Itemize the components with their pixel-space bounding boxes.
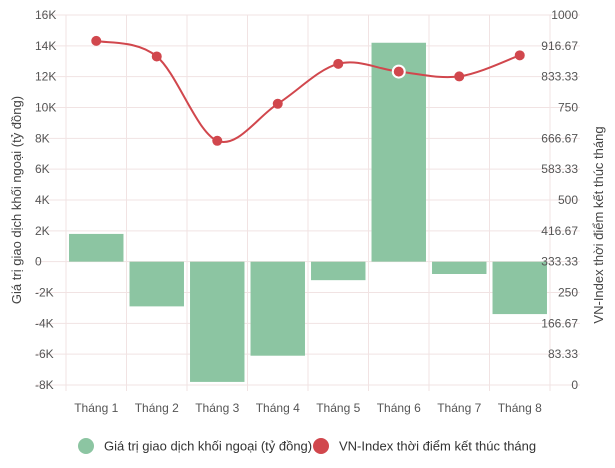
line-series: [91, 35, 525, 146]
y-tick-label: -2K: [35, 286, 54, 300]
y-tick-label: 4K: [35, 193, 50, 207]
y2-tick-label: 916.67: [541, 39, 578, 53]
line-path: [96, 39, 521, 144]
y2-tick-label: 583.33: [541, 162, 578, 176]
legend: Giá trị giao dịch khối ngoại (tỷ đồng) V…: [78, 438, 536, 454]
line-point: [151, 51, 162, 62]
x-tick-label: Tháng 1: [74, 401, 118, 415]
y2-tick-label: 500: [558, 193, 578, 207]
bar: [69, 233, 124, 262]
bar-series: [69, 42, 547, 382]
y-tick-label: -6K: [35, 347, 54, 361]
line-point: [514, 50, 525, 61]
x-tick-label: Tháng 5: [316, 401, 360, 415]
bar: [492, 261, 547, 315]
line-point: [272, 98, 283, 109]
x-tick-label: Tháng 3: [195, 401, 239, 415]
x-tick-label: Tháng 4: [256, 401, 300, 415]
y-tick-label: -4K: [35, 316, 54, 330]
y2-tick-label: 1000: [551, 8, 578, 22]
bar: [311, 261, 366, 281]
y2-tick-label: 83.33: [548, 347, 578, 361]
bar: [432, 261, 487, 274]
line-point-highlighted: [391, 64, 406, 79]
legend-swatch-bars: [78, 438, 94, 454]
legend-swatch-line: [313, 438, 329, 454]
y2-tick-label: 0: [571, 378, 578, 392]
bar: [190, 261, 245, 382]
x-axis: Tháng 1 Tháng 2 Tháng 3 Tháng 4 Tháng 5 Tháng…: [74, 401, 542, 415]
grid: [36, 14, 580, 391]
y2-tick-label: 833.33: [541, 70, 578, 84]
y-tick-label: 10K: [35, 101, 56, 115]
legend-item-line[interactable]: VN-Index thời điểm kết thúc tháng: [313, 438, 536, 454]
y-tick-label: 2K: [35, 224, 50, 238]
y-axis-left: 16K 14K 12K 10K 8K 6K 4K 2K 0 -2K -4K -6K -8K: [35, 8, 56, 392]
y-tick-label: 8K: [35, 131, 50, 145]
y2-tick-label: 666.67: [541, 131, 578, 145]
y-tick-label: 6K: [35, 162, 50, 176]
y-tick-label: 12K: [35, 70, 56, 84]
line-point: [454, 71, 465, 82]
x-tick-label: Tháng 8: [498, 401, 542, 415]
bar: [250, 261, 305, 356]
bar: [129, 261, 184, 307]
y2-tick-label: 166.67: [541, 316, 578, 330]
y-tick-label: 16K: [35, 8, 56, 22]
legend-item-bars[interactable]: Giá trị giao dịch khối ngoại (tỷ đồng): [78, 438, 312, 454]
y-tick-label: 14K: [35, 39, 56, 53]
x-tick-label: Tháng 2: [135, 401, 179, 415]
y2-tick-label: 750: [558, 101, 578, 115]
y2-axis-title: VN-Index thời điểm kết thúc tháng: [591, 126, 606, 323]
legend-label-bars: Giá trị giao dịch khối ngoại (tỷ đồng): [104, 439, 312, 454]
y2-tick-label: 250: [558, 286, 578, 300]
y2-tick-label: 416.67: [541, 224, 578, 238]
y2-tick-label: 333.33: [541, 255, 578, 269]
y-axis-title: Giá trị giao dịch khối ngoại (tỷ đồng): [9, 96, 24, 304]
line-point: [91, 35, 102, 46]
x-tick-label: Tháng 6: [377, 401, 421, 415]
bar: [371, 42, 426, 262]
y-tick-label: -8K: [35, 378, 54, 392]
y-axis-right: 1000 916.67 833.33 750 666.67 583.33 500 416.67…: [541, 8, 578, 392]
y-tick-label: 0: [35, 255, 42, 269]
legend-label-line: VN-Index thời điểm kết thúc tháng: [339, 439, 536, 454]
x-tick-label: Tháng 7: [437, 401, 481, 415]
line-point: [333, 58, 344, 69]
line-point: [212, 135, 223, 146]
